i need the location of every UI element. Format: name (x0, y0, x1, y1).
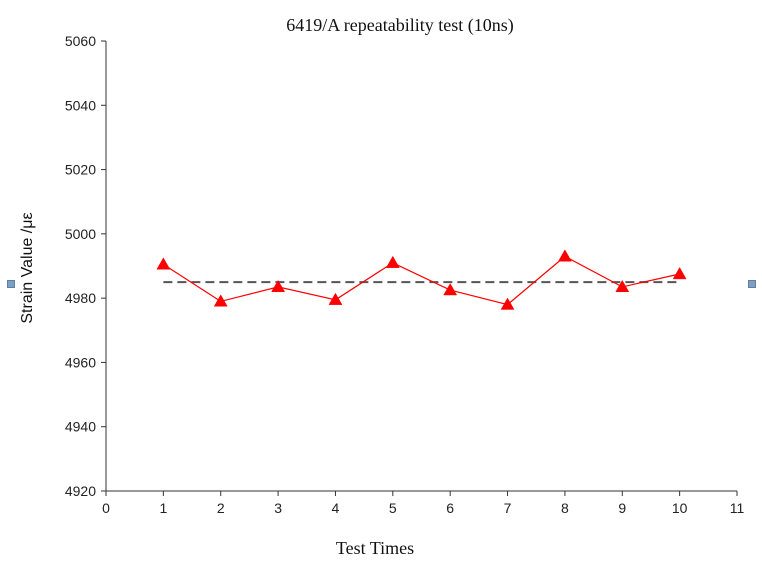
x-tick-label: 0 (102, 500, 110, 516)
series-line (163, 255, 680, 306)
x-tick-label: 1 (159, 500, 167, 516)
data-point-marker (156, 257, 171, 270)
plot-area: 4920 4940 4960 4980 5000 5020 5040 5060 0 1 2 3 4 5 6 7… (65, 33, 745, 516)
right-resize-handle[interactable] (748, 280, 756, 288)
x-tick-label: 3 (274, 500, 282, 516)
data-point-marker (443, 283, 458, 296)
left-resize-handle[interactable] (7, 280, 15, 288)
y-tick-label: 5000 (65, 226, 96, 242)
x-tick-label: 5 (389, 500, 397, 516)
data-point-marker (557, 249, 572, 262)
chart-title: 6419/A repeatability test (10ns) (286, 15, 513, 36)
x-tick-label: 8 (561, 500, 569, 516)
x-tick-label: 11 (730, 500, 745, 516)
data-point-marker (328, 292, 343, 305)
data-point-marker (213, 294, 228, 307)
x-axis-label: Test Times (336, 538, 414, 558)
y-tick-label: 4980 (65, 290, 96, 306)
x-tick-label: 7 (504, 500, 512, 516)
data-point-marker (500, 297, 515, 310)
x-tick-label: 9 (618, 500, 626, 516)
y-tick-label: 5040 (65, 97, 96, 113)
y-axis-label: Strain Value /με (19, 212, 36, 323)
y-tick-label: 4940 (65, 419, 96, 435)
y-tick-label: 4960 (65, 354, 96, 370)
data-point-marker (271, 279, 286, 293)
x-tick-label: 4 (332, 500, 340, 516)
y-tick-label: 5020 (65, 162, 96, 178)
y-tick-label: 4920 (65, 483, 96, 499)
data-point-marker (385, 255, 400, 268)
x-tick-label: 6 (446, 500, 454, 516)
data-point-marker (615, 279, 630, 293)
x-tick-label: 2 (217, 500, 225, 516)
data-point-marker (672, 267, 687, 280)
x-tick-label: 10 (672, 500, 688, 516)
y-tick-label: 5060 (65, 33, 96, 49)
